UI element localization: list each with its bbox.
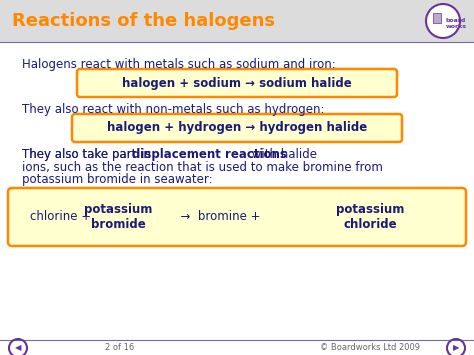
Text: potassium bromide in seawater:: potassium bromide in seawater:	[22, 173, 213, 186]
Text: ◀: ◀	[15, 344, 21, 353]
Text: ions, such as the reaction that is used to make bromine from: ions, such as the reaction that is used …	[22, 160, 383, 174]
Text: potassium
chloride: potassium chloride	[336, 202, 404, 231]
Text: Reactions of the halogens: Reactions of the halogens	[12, 12, 275, 30]
Text: displacement reactions: displacement reactions	[132, 148, 287, 161]
Text: Halogens react with metals such as sodium and iron:: Halogens react with metals such as sodiu…	[22, 58, 336, 71]
Text: →  bromine +: → bromine +	[173, 211, 264, 224]
Text: They also take part in: They also take part in	[22, 148, 155, 161]
Text: ▶: ▶	[453, 344, 459, 353]
FancyBboxPatch shape	[77, 69, 397, 97]
Text: with halide: with halide	[248, 148, 317, 161]
Circle shape	[426, 4, 460, 38]
Text: chlorine +: chlorine +	[30, 211, 95, 224]
Text: works: works	[446, 24, 467, 29]
FancyBboxPatch shape	[72, 114, 402, 142]
Text: 2 of 16: 2 of 16	[105, 344, 135, 353]
Text: potassium
bromide: potassium bromide	[84, 202, 152, 231]
Text: board: board	[446, 17, 466, 22]
Text: © Boardworks Ltd 2009: © Boardworks Ltd 2009	[320, 344, 420, 353]
Text: They also take part in: They also take part in	[22, 148, 155, 161]
Text: halogen + sodium → sodium halide: halogen + sodium → sodium halide	[122, 76, 352, 89]
FancyBboxPatch shape	[433, 13, 441, 23]
Text: halogen + hydrogen → hydrogen halide: halogen + hydrogen → hydrogen halide	[107, 121, 367, 135]
Text: They also react with non-metals such as hydrogen:: They also react with non-metals such as …	[22, 103, 325, 116]
FancyBboxPatch shape	[8, 188, 466, 246]
FancyBboxPatch shape	[0, 0, 474, 42]
